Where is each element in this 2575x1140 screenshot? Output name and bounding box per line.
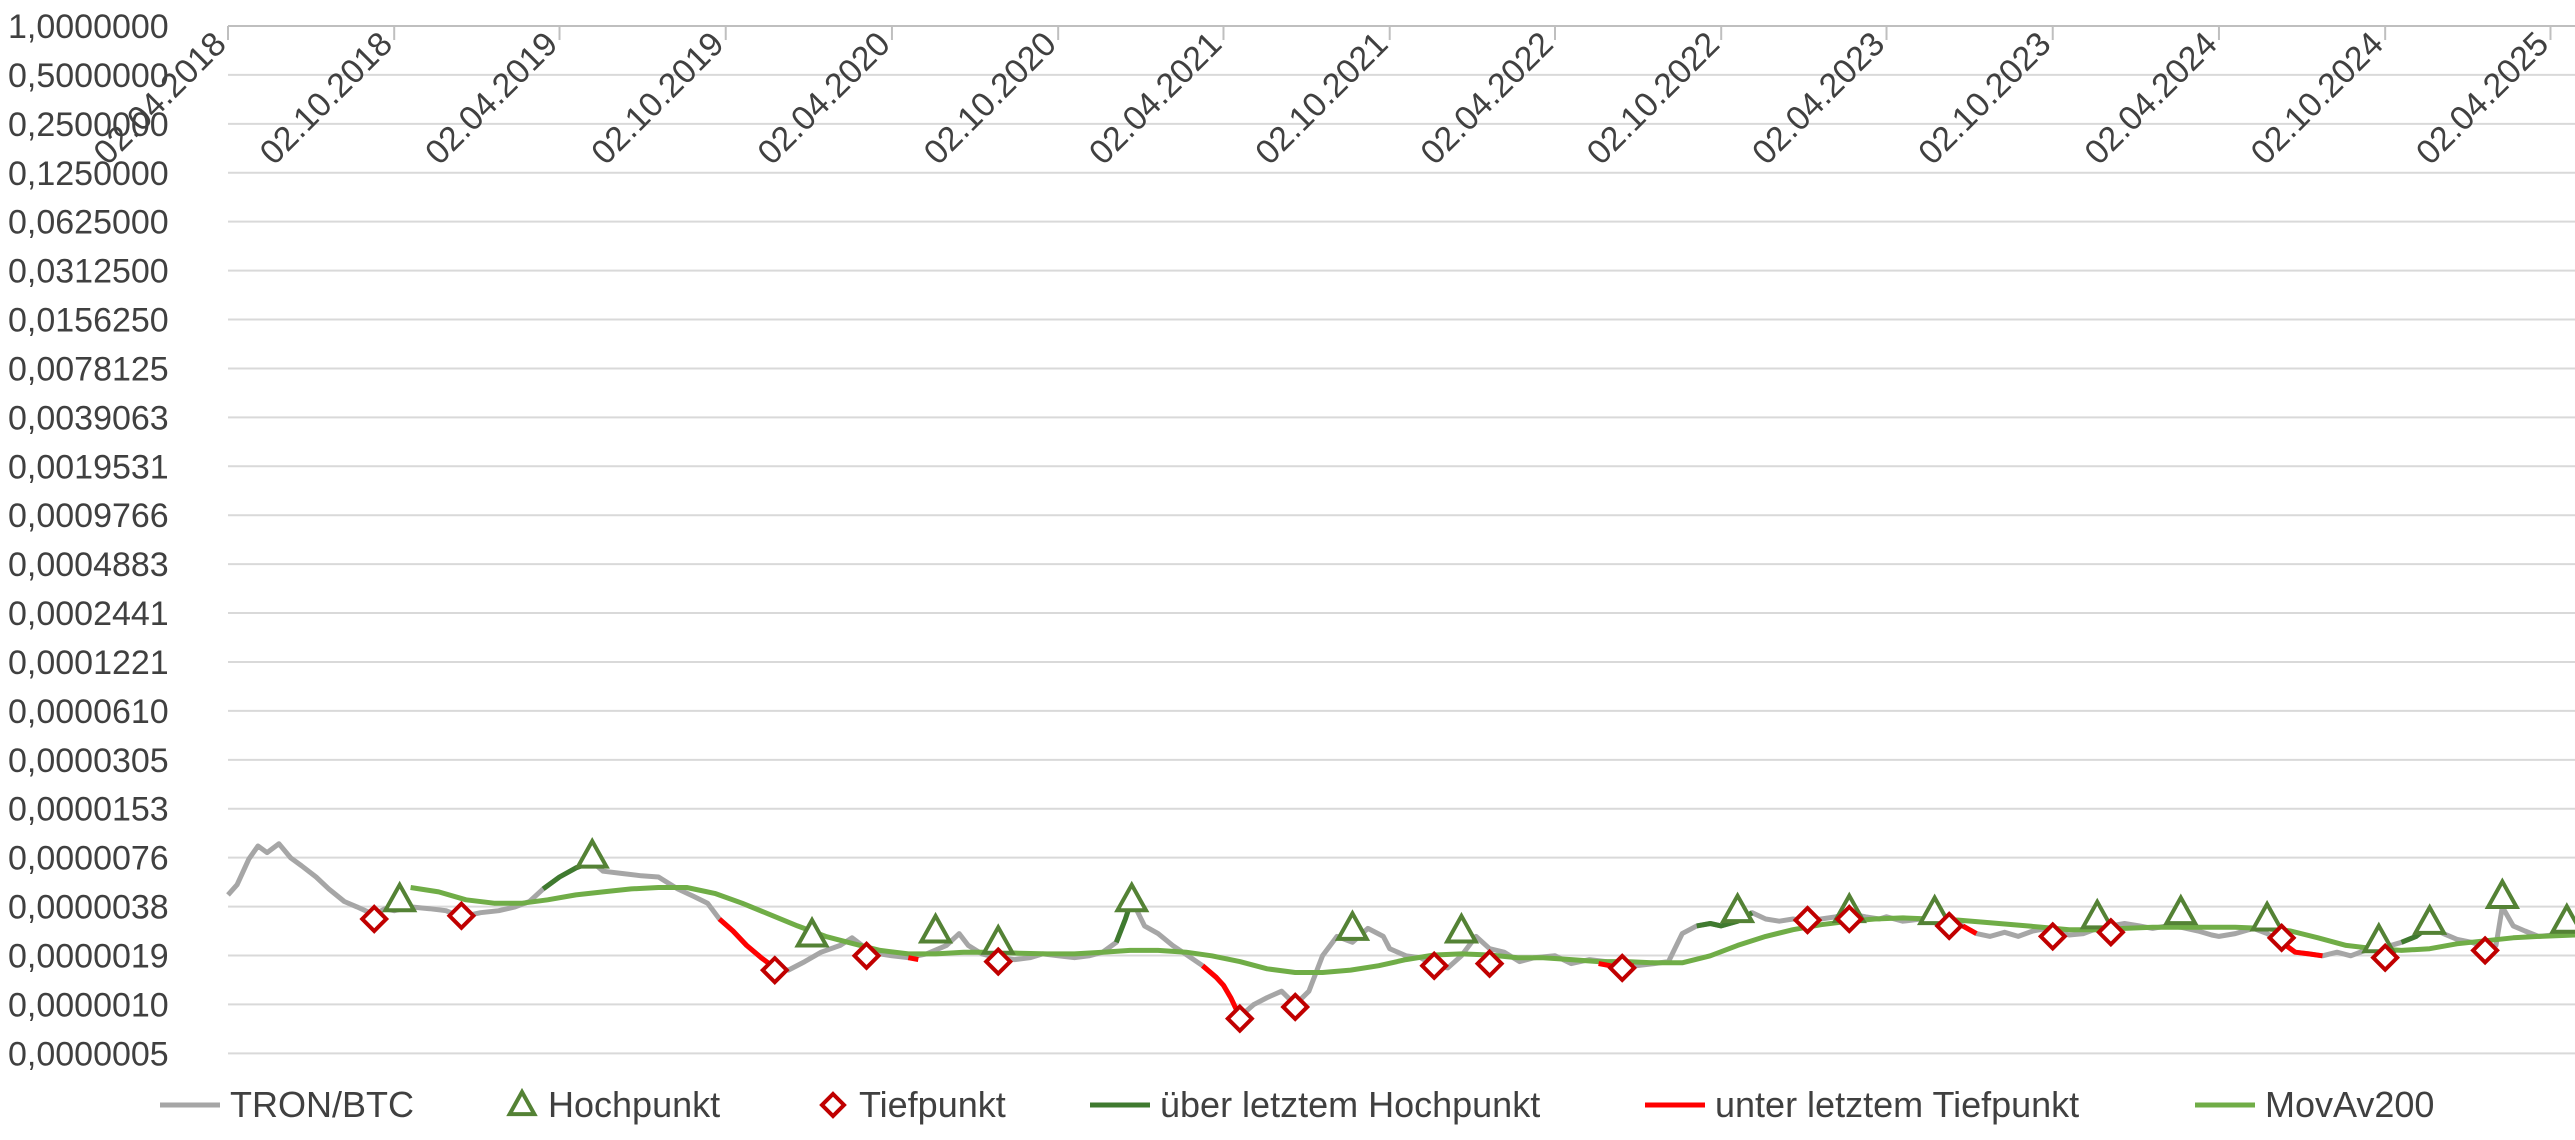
legend-item-high: Hochpunkt xyxy=(506,1084,720,1125)
y-tick-label: 0,0000305 xyxy=(8,742,169,780)
x-axis-tick-labels: 02.04.2018 02.10.2018 02.04.2019 02.10.2019… xyxy=(86,25,2556,172)
y-tick-label: 0,0312500 xyxy=(8,253,169,291)
low-marker xyxy=(1474,948,1505,979)
low-marker xyxy=(983,946,1014,977)
y-tick-label: 0,0625000 xyxy=(8,204,169,242)
legend-item-below_low: unter letztem Tiefpunkt xyxy=(1645,1084,2079,1125)
x-tick-label: 02.04.2020 xyxy=(750,25,897,172)
high-marker xyxy=(2249,899,2285,932)
x-tick-label: 02.04.2019 xyxy=(418,25,565,172)
x-tick-label: 02.10.2024 xyxy=(2244,25,2391,172)
low-marker xyxy=(2266,923,2297,953)
high-marker xyxy=(1917,893,1953,926)
high-marker xyxy=(2163,893,2199,926)
low-marker xyxy=(2370,942,2400,973)
price-line xyxy=(226,841,2575,1020)
y-tick-label: 1,0000000 xyxy=(8,8,169,46)
low-marker xyxy=(1792,905,1823,935)
y-tick-label: 0,0000610 xyxy=(8,693,169,731)
x-tick-label: 02.04.2024 xyxy=(2077,25,2224,172)
low-marker xyxy=(759,955,790,985)
below-low-segment xyxy=(1961,923,1978,936)
y-tick-label: 0,0009766 xyxy=(8,497,169,535)
y-tick-label: 0,0000076 xyxy=(8,840,169,878)
high-marker xyxy=(794,915,830,948)
y-tick-label: 0,5000000 xyxy=(8,57,169,95)
low-marker xyxy=(1280,992,1311,1022)
y-tick-label: 0,0000019 xyxy=(8,938,169,976)
low-marker xyxy=(1834,904,1865,934)
x-tick-label: 02.04.2025 xyxy=(2409,25,2556,172)
legend-label: Hochpunkt xyxy=(548,1084,720,1125)
high-marker xyxy=(1334,909,1371,941)
x-tick-label: 02.10.2018 xyxy=(253,25,400,172)
low-marker xyxy=(2037,921,2068,952)
low-marker xyxy=(446,900,477,931)
low-marker xyxy=(1934,911,1965,941)
y-tick-label: 0,0039063 xyxy=(8,399,169,437)
x-tick-label: 02.10.2022 xyxy=(1580,25,1727,172)
y-tick-label: 0,0000010 xyxy=(8,986,169,1024)
y-tick-label: 0,0002441 xyxy=(8,595,169,633)
legend: TRON/BTC Hochpunkt Tiefpunkt über letztem H… xyxy=(160,1084,2434,1125)
below-low-segment xyxy=(717,917,777,970)
legend-label: TRON/BTC xyxy=(230,1084,414,1125)
below-low-segment xyxy=(2280,940,2323,959)
x-tick-label: 02.04.2018 xyxy=(86,25,233,172)
x-tick-label: 02.10.2023 xyxy=(1911,25,2058,172)
high-marker xyxy=(1114,880,1150,913)
high-marker xyxy=(2412,903,2448,935)
legend-item-price: TRON/BTC xyxy=(160,1084,414,1125)
y-tick-label: 0,0004883 xyxy=(8,546,169,584)
legend-label: Tiefpunkt xyxy=(859,1084,1006,1125)
x-tick-label: 02.10.2020 xyxy=(917,25,1064,172)
low-marker xyxy=(2096,917,2126,948)
legend-item-above_high: über letztem Hochpunkt xyxy=(1090,1084,1540,1125)
low-marker xyxy=(1419,950,1450,981)
x-tick-label: 02.04.2021 xyxy=(1082,25,1229,172)
x-tick-label: 02.04.2022 xyxy=(1413,25,1560,172)
high-marker xyxy=(382,880,418,913)
legend-swatch-diamond xyxy=(819,1091,847,1119)
legend-label: über letztem Hochpunkt xyxy=(1160,1084,1540,1125)
x-tick-label: 02.04.2023 xyxy=(1745,25,1892,172)
y-tick-label: 0,0000005 xyxy=(8,1035,169,1073)
x-tick-label: 02.10.2019 xyxy=(584,25,731,172)
x-tick-label: 02.10.2021 xyxy=(1248,25,1395,172)
high-marker xyxy=(1443,911,1480,944)
legend-swatch-triangle xyxy=(506,1087,538,1117)
high-marker xyxy=(2484,877,2520,910)
series-lines xyxy=(226,841,2575,1020)
y-axis-tick-labels: 1,0000000 0,5000000 0,2500000 0,1250000 0,06… xyxy=(8,8,169,1073)
legend-label: MovAv200 xyxy=(2265,1084,2434,1125)
below-low-segment xyxy=(907,955,919,963)
low-marker xyxy=(851,940,882,971)
gridlines xyxy=(227,25,2575,1055)
legend-item-movav: MovAv200 xyxy=(2195,1084,2434,1125)
y-tick-label: 0,0001221 xyxy=(8,644,169,682)
high-marker xyxy=(2549,902,2575,934)
high-marker xyxy=(574,837,610,869)
low-marker xyxy=(1607,953,1638,983)
below-low-segment xyxy=(1200,963,1243,1018)
legend-label: unter letztem Tiefpunkt xyxy=(1715,1084,2079,1125)
y-tick-label: 0,1250000 xyxy=(8,155,169,193)
y-tick-label: 0,0078125 xyxy=(8,350,169,388)
low-marker xyxy=(1225,1003,1255,1034)
y-tick-label: 0,2500000 xyxy=(8,106,169,144)
y-tick-label: 0,0156250 xyxy=(8,302,169,340)
y-tick-label: 0,0019531 xyxy=(8,448,169,486)
low-marker xyxy=(2470,935,2500,966)
high-marker xyxy=(1719,891,1756,924)
high-marker xyxy=(917,911,954,944)
series-markers xyxy=(359,837,2575,1034)
y-tick-label: 0,0000153 xyxy=(8,791,169,829)
legend-item-low: Tiefpunkt xyxy=(819,1084,1006,1125)
low-marker xyxy=(359,904,390,934)
high-marker xyxy=(2079,897,2115,930)
y-tick-label: 0,0000038 xyxy=(8,889,169,927)
